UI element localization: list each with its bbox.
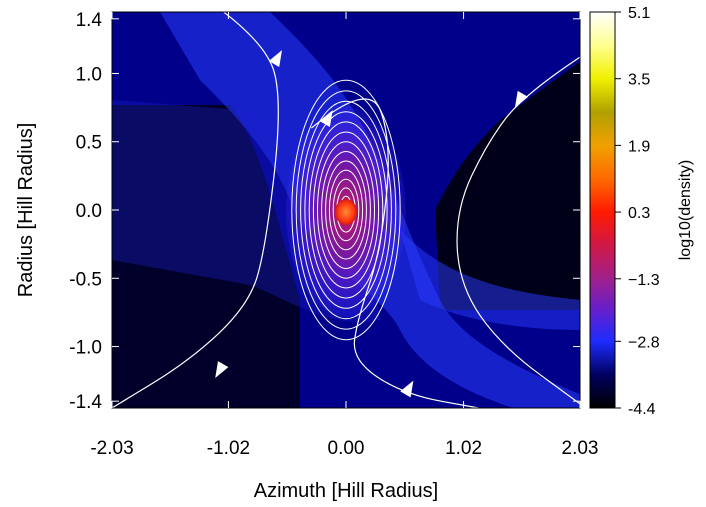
density-band-right <box>400 230 580 330</box>
streamline-group <box>112 12 580 408</box>
contour-ring <box>317 141 375 279</box>
colorbar-tick-label: 1.9 <box>628 138 650 155</box>
y-tick-label: 1.4 <box>76 10 103 31</box>
streamline <box>311 98 479 408</box>
x-tick-label: -2.03 <box>90 438 133 459</box>
y-tick-label: -1.0 <box>69 338 102 359</box>
y-tick-label: 0.5 <box>76 133 102 154</box>
streamline <box>112 12 279 408</box>
contour-ring <box>304 111 388 309</box>
dark-region-right <box>435 61 580 310</box>
contour-ring <box>300 100 392 320</box>
colorbar: 5.1 3.5 1.9 0.3 −1.3 −2.8 -4.4 log10(density) <box>589 5 694 418</box>
streamline <box>456 56 580 405</box>
colorbar-title: log10(density) <box>677 160 694 261</box>
colorbar-tick-label: -4.4 <box>628 401 656 418</box>
contour-ring <box>308 121 384 299</box>
x-axis-title: Azimuth [Hill Radius] <box>254 480 439 502</box>
x-axis: -2.03 -1.02 0.00 1.02 2.03 <box>90 12 598 459</box>
x-tick-label: 0.00 <box>328 438 365 459</box>
contour-ring <box>312 131 380 289</box>
colorbar-bar <box>589 11 616 409</box>
plot-area <box>112 12 580 408</box>
planet-core <box>335 199 357 225</box>
streamline-arrow <box>268 50 282 68</box>
contour-ring <box>291 79 401 341</box>
y-axis: 1.4 1.0 0.5 0.0 -0.5 -1.0 -1.4 <box>69 10 580 413</box>
x-tick-label: 1.02 <box>445 438 482 459</box>
streamline-arrow <box>215 361 229 379</box>
colorbar-ticks: 5.1 3.5 1.9 0.3 −1.3 −2.8 -4.4 <box>615 5 660 418</box>
colorbar-tick-label: −1.3 <box>628 272 660 289</box>
streamline-arrow <box>514 90 529 108</box>
contour-ring <box>332 178 360 242</box>
x-tick-label: -1.02 <box>207 438 250 459</box>
contour-ring <box>328 169 364 251</box>
colorbar-tick-label: 5.1 <box>628 5 650 22</box>
y-tick-label: -1.4 <box>69 392 102 413</box>
colorbar-tick-label: 0.3 <box>628 205 650 222</box>
streamline-arrow <box>400 380 414 398</box>
y-tick-label: 1.0 <box>76 64 102 85</box>
streamline-arrow <box>319 110 333 128</box>
contour-ring <box>321 151 371 269</box>
x-tick-label: 2.03 <box>562 438 599 459</box>
y-tick-label: 0.0 <box>76 201 102 222</box>
y-axis-title: Radius [Hill Radius] <box>15 123 37 298</box>
y-tick-label: -0.5 <box>69 269 102 290</box>
colorbar-tick-label: −2.8 <box>628 334 660 351</box>
contour-ring <box>325 160 367 260</box>
dark-region-left <box>112 105 300 408</box>
colorbar-tick-label: 3.5 <box>628 72 650 89</box>
contour-ring <box>295 90 397 330</box>
